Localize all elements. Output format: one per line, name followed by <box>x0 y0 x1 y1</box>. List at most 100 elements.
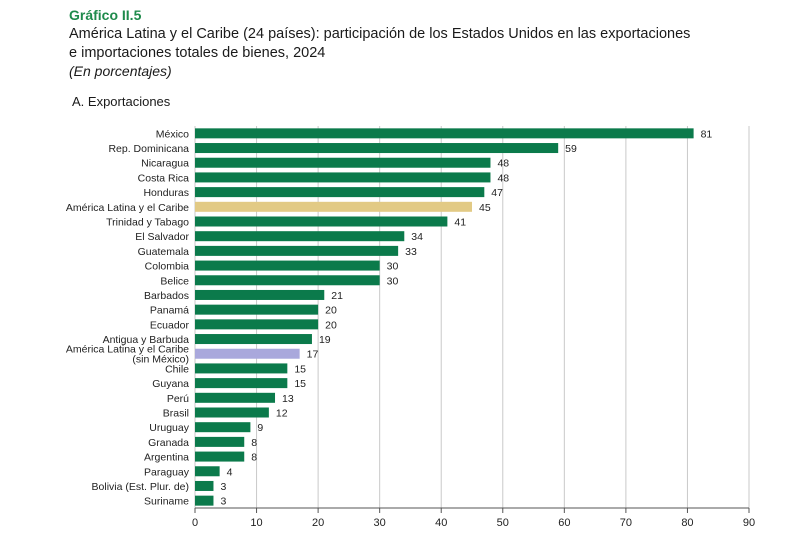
bar <box>195 363 288 374</box>
title-line-1: América Latina y el Caribe (24 países): … <box>69 26 691 42</box>
bar <box>195 392 276 403</box>
category-label: Chile <box>165 363 189 375</box>
category-label: Rep. Dominicana <box>108 143 189 155</box>
category-label-line: (sin México) <box>132 354 189 366</box>
data-label: 3 <box>220 481 226 493</box>
bar <box>195 187 485 198</box>
data-label: 33 <box>405 246 417 258</box>
category-label: México <box>156 128 189 140</box>
bar <box>195 245 399 256</box>
bar <box>195 495 214 506</box>
figure-label: Gráfico II.5 <box>69 7 142 23</box>
data-label: 12 <box>276 408 288 420</box>
category-label: América Latina y el Caribe <box>66 202 189 214</box>
category-label: Trinidad y Tabago <box>106 217 189 229</box>
gridlines <box>194 126 750 508</box>
category-label: Guyana <box>152 378 189 390</box>
data-label: 81 <box>701 128 713 140</box>
category-label: Nicaragua <box>141 158 189 170</box>
category-label: Suriname <box>144 496 189 508</box>
x-tick-label: 20 <box>312 517 324 529</box>
bar <box>195 143 559 154</box>
category-label: Uruguay <box>149 422 189 434</box>
x-axis: 0 10 20 30 40 50 60 70 80 90 <box>192 507 755 529</box>
data-label: 48 <box>497 172 509 184</box>
chart-subtitle: (En porcentajes) <box>69 63 172 79</box>
category-label: Guatemala <box>138 246 190 258</box>
x-tick-label: 10 <box>250 517 262 529</box>
bar <box>195 172 491 183</box>
data-label: 20 <box>325 305 337 317</box>
x-tick-label: 40 <box>435 517 447 529</box>
bar <box>195 216 448 227</box>
data-label: 13 <box>282 393 294 405</box>
data-label: 3 <box>220 496 226 508</box>
category-label: Barbados <box>144 290 189 302</box>
bar <box>195 275 380 286</box>
data-label: 30 <box>387 261 399 273</box>
bar <box>195 334 312 345</box>
category-label: América Latina y el Caribe (sin México) <box>66 344 189 366</box>
category-label: Paraguay <box>144 466 190 478</box>
data-label: 48 <box>497 158 509 170</box>
data-label: 47 <box>491 187 503 199</box>
data-label: 19 <box>319 334 331 346</box>
bar <box>195 466 220 477</box>
x-tick-label: 30 <box>374 517 386 529</box>
data-label: 15 <box>294 363 306 375</box>
data-label: 30 <box>387 275 399 287</box>
category-label: Costa Rica <box>138 172 190 184</box>
data-label: 59 <box>565 143 577 155</box>
x-tick-label: 60 <box>558 517 570 529</box>
category-label: Colombia <box>145 261 190 273</box>
category-label: Granada <box>148 437 189 449</box>
bar <box>195 348 300 359</box>
bar <box>195 407 269 418</box>
data-label: 41 <box>454 217 466 229</box>
bar <box>195 260 380 271</box>
bar <box>195 128 694 139</box>
title-line-2: e importaciones totales de bienes, 2024 <box>69 45 326 61</box>
category-label: Bolivia (Est. Plur. de) <box>92 481 189 493</box>
x-tick-label: 70 <box>620 517 632 529</box>
data-label: 4 <box>227 466 233 478</box>
data-label: 34 <box>411 231 423 243</box>
panel-title: A. Exportaciones <box>72 94 171 109</box>
bar <box>195 436 245 447</box>
category-label: Perú <box>167 393 189 405</box>
bar <box>195 319 319 330</box>
category-label: Honduras <box>143 187 189 199</box>
bar <box>195 480 214 491</box>
category-label: Panamá <box>150 305 189 317</box>
x-tick-label: 80 <box>681 517 693 529</box>
x-tick-label: 50 <box>497 517 509 529</box>
x-tick-label: 0 <box>192 517 198 529</box>
category-label-line: América Latina y el Caribe <box>66 344 189 356</box>
data-label: 21 <box>331 290 343 302</box>
data-label: 15 <box>294 378 306 390</box>
data-label: 8 <box>251 452 257 464</box>
bar <box>195 304 319 315</box>
bar <box>195 231 405 242</box>
bar <box>195 201 472 212</box>
bar <box>195 289 325 300</box>
category-label: Argentina <box>144 452 189 464</box>
bar <box>195 157 491 168</box>
category-label: Ecuador <box>150 319 190 331</box>
category-label: El Salvador <box>135 231 189 243</box>
bar <box>195 422 251 433</box>
category-label: Brasil <box>163 408 189 420</box>
x-tick-label: 90 <box>743 517 755 529</box>
category-label: Antigua y Barbuda <box>103 334 190 346</box>
chart-header: Gráfico II.5 América Latina y el Caribe … <box>69 6 789 80</box>
data-label: 9 <box>257 422 263 434</box>
bar <box>195 378 288 389</box>
bar <box>195 451 245 462</box>
data-label: 8 <box>251 437 257 449</box>
category-label: Belice <box>160 275 189 287</box>
data-label: 20 <box>325 319 337 331</box>
data-label: 17 <box>307 349 319 361</box>
data-label: 45 <box>479 202 491 214</box>
